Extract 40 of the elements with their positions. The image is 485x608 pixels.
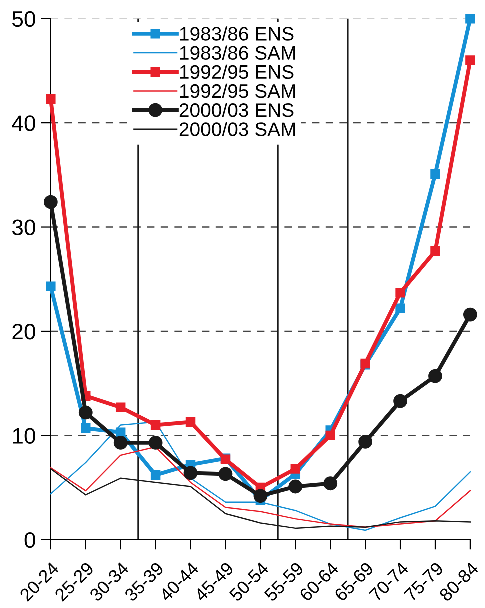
legend-label: 2000/03 ENS: [180, 103, 294, 118]
point: [78, 406, 93, 420]
point: [186, 417, 196, 428]
point: [430, 246, 440, 256]
point: [114, 436, 128, 450]
y-tick-label: 30: [12, 220, 36, 236]
point: [148, 436, 163, 450]
legend-label: 2000/03 SAM: [180, 122, 296, 136]
point: [358, 435, 373, 449]
y-tick-label: 10: [13, 428, 36, 444]
point: [150, 470, 161, 480]
point: [464, 308, 478, 322]
point: [46, 282, 56, 292]
y-tick-label: 50: [12, 11, 36, 28]
point: [326, 430, 336, 441]
point: [81, 424, 91, 434]
point: [466, 14, 476, 24]
point: [254, 489, 268, 504]
point: [150, 420, 161, 430]
point: [218, 467, 233, 482]
point: [44, 195, 58, 210]
point: [396, 288, 406, 298]
legend-label: 1983/86 ENS: [180, 26, 294, 41]
y-tick-label: 20: [12, 324, 36, 340]
point: [324, 476, 338, 491]
point: [46, 94, 56, 104]
point: [466, 56, 476, 66]
point: [290, 464, 301, 474]
point: [184, 466, 198, 480]
point: [430, 169, 440, 179]
point: [428, 369, 442, 384]
point: [288, 480, 303, 494]
y-tick-label: 40: [12, 116, 36, 132]
legend-label: 1992/95 SAM: [180, 84, 296, 98]
legend-label: 1992/95 ENS: [180, 64, 294, 80]
point: [396, 304, 406, 314]
legend-label: 1983/86 SAM: [180, 46, 296, 60]
point: [116, 402, 126, 412]
y-tick-label: 0: [24, 532, 36, 548]
point: [394, 394, 408, 408]
